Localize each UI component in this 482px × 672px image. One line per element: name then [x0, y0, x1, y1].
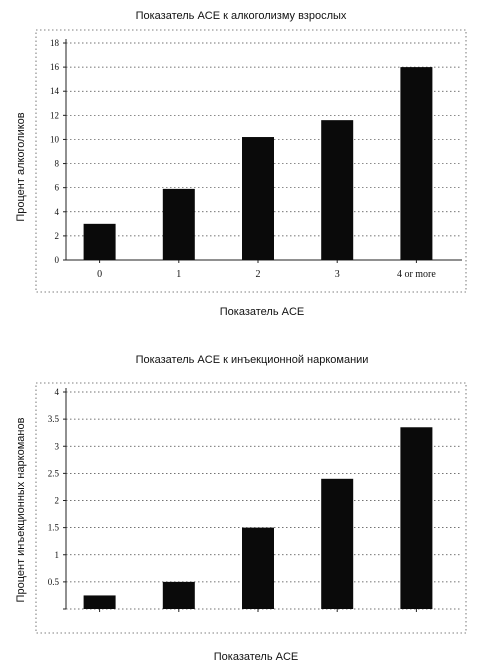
- x-ticks: 0 1 2 3 4 or more: [97, 269, 436, 280]
- y-tick-label: 3.5: [48, 414, 60, 424]
- chart-title: Показатель ACE к алкоголизму взрослых: [136, 10, 347, 22]
- x-tick-label: 1: [176, 269, 181, 280]
- bars: [83, 427, 433, 609]
- x-tick-label: 3: [335, 269, 340, 280]
- y-tick-label: 3: [55, 441, 60, 451]
- bar: [321, 120, 354, 261]
- y-tick-label: 4: [55, 207, 60, 217]
- y-tick-label: 14: [50, 86, 60, 96]
- y-tick-label: 2.5: [48, 468, 60, 478]
- y-ticks: 0 2 4 6 8 10 12 14 16 18: [50, 38, 60, 265]
- chart-frame: [35, 29, 467, 293]
- y-axis-label: Процент алкоголиков: [15, 112, 27, 221]
- y-tick-label: 6: [55, 183, 60, 193]
- bar: [400, 67, 433, 260]
- y-tick-label: 1: [55, 550, 60, 560]
- grid-lines: [63, 388, 462, 612]
- chart-alcoholism: Показатель ACE к алкоголизму взрослых Пр…: [15, 10, 467, 318]
- x-axis-label: Показатель ACE: [214, 651, 298, 663]
- x-tick-label: 4 or more: [397, 269, 436, 280]
- chart-drug-injection: Показатель ACE к инъекционной наркомании…: [15, 354, 467, 663]
- x-axis-label: Показатель ACE: [220, 306, 304, 318]
- bar: [83, 223, 116, 260]
- y-tick-label: 2: [55, 231, 60, 241]
- x-tick-label: 2: [256, 269, 261, 280]
- y-tick-label: 12: [50, 110, 59, 120]
- y-tick-label: 0.5: [48, 577, 60, 587]
- bar: [162, 188, 195, 260]
- bar: [83, 595, 116, 609]
- bar: [162, 581, 195, 609]
- bar: [321, 478, 354, 609]
- y-tick-label: 4: [55, 387, 60, 397]
- y-tick-label: 2: [55, 496, 60, 506]
- y-axis-label: Процент инъекционных наркоманов: [15, 417, 27, 602]
- y-tick-label: 0: [55, 255, 60, 265]
- y-tick-label: 8: [55, 159, 60, 169]
- x-tick-label: 0: [97, 269, 102, 280]
- y-tick-label: 18: [50, 38, 60, 48]
- bars: [83, 67, 433, 261]
- y-ticks: 0.5 1 1.5 2 2.5 3 3.5 4: [48, 387, 60, 587]
- y-tick-label: 16: [50, 62, 60, 72]
- bar: [400, 427, 433, 609]
- bar: [242, 527, 274, 609]
- y-tick-label: 10: [50, 134, 60, 144]
- y-tick-label: 1.5: [48, 523, 60, 533]
- bar: [242, 137, 274, 260]
- chart-title: Показатель ACE к инъекционной наркомании: [136, 354, 369, 366]
